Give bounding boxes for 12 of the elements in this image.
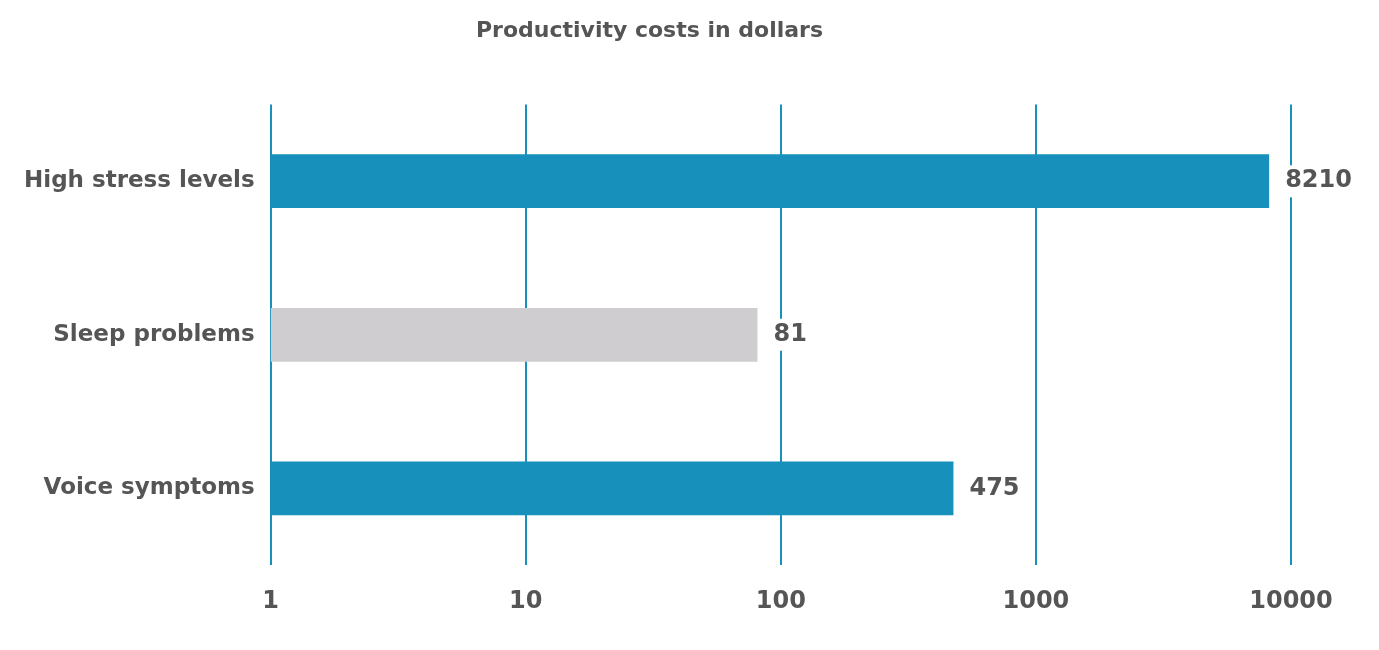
chart-title: Productivity costs in dollars (475, 16, 824, 42)
x-tick-label: 1000 (1002, 585, 1070, 614)
y-tick-label: Sleep problems (53, 319, 255, 346)
data-label: 475 (969, 472, 1020, 501)
data-label: 81 (773, 319, 807, 348)
x-tick-label: 10000 (1249, 585, 1333, 614)
data-label: 8210 (1285, 165, 1352, 194)
x-tick-label: 1 (262, 585, 279, 614)
x-tick-label: 100 (755, 585, 806, 614)
y-tick-label: Voice symptoms (43, 473, 255, 500)
x-tick-label: 10 (509, 585, 543, 614)
y-tick-label: High stress levels (24, 166, 255, 193)
